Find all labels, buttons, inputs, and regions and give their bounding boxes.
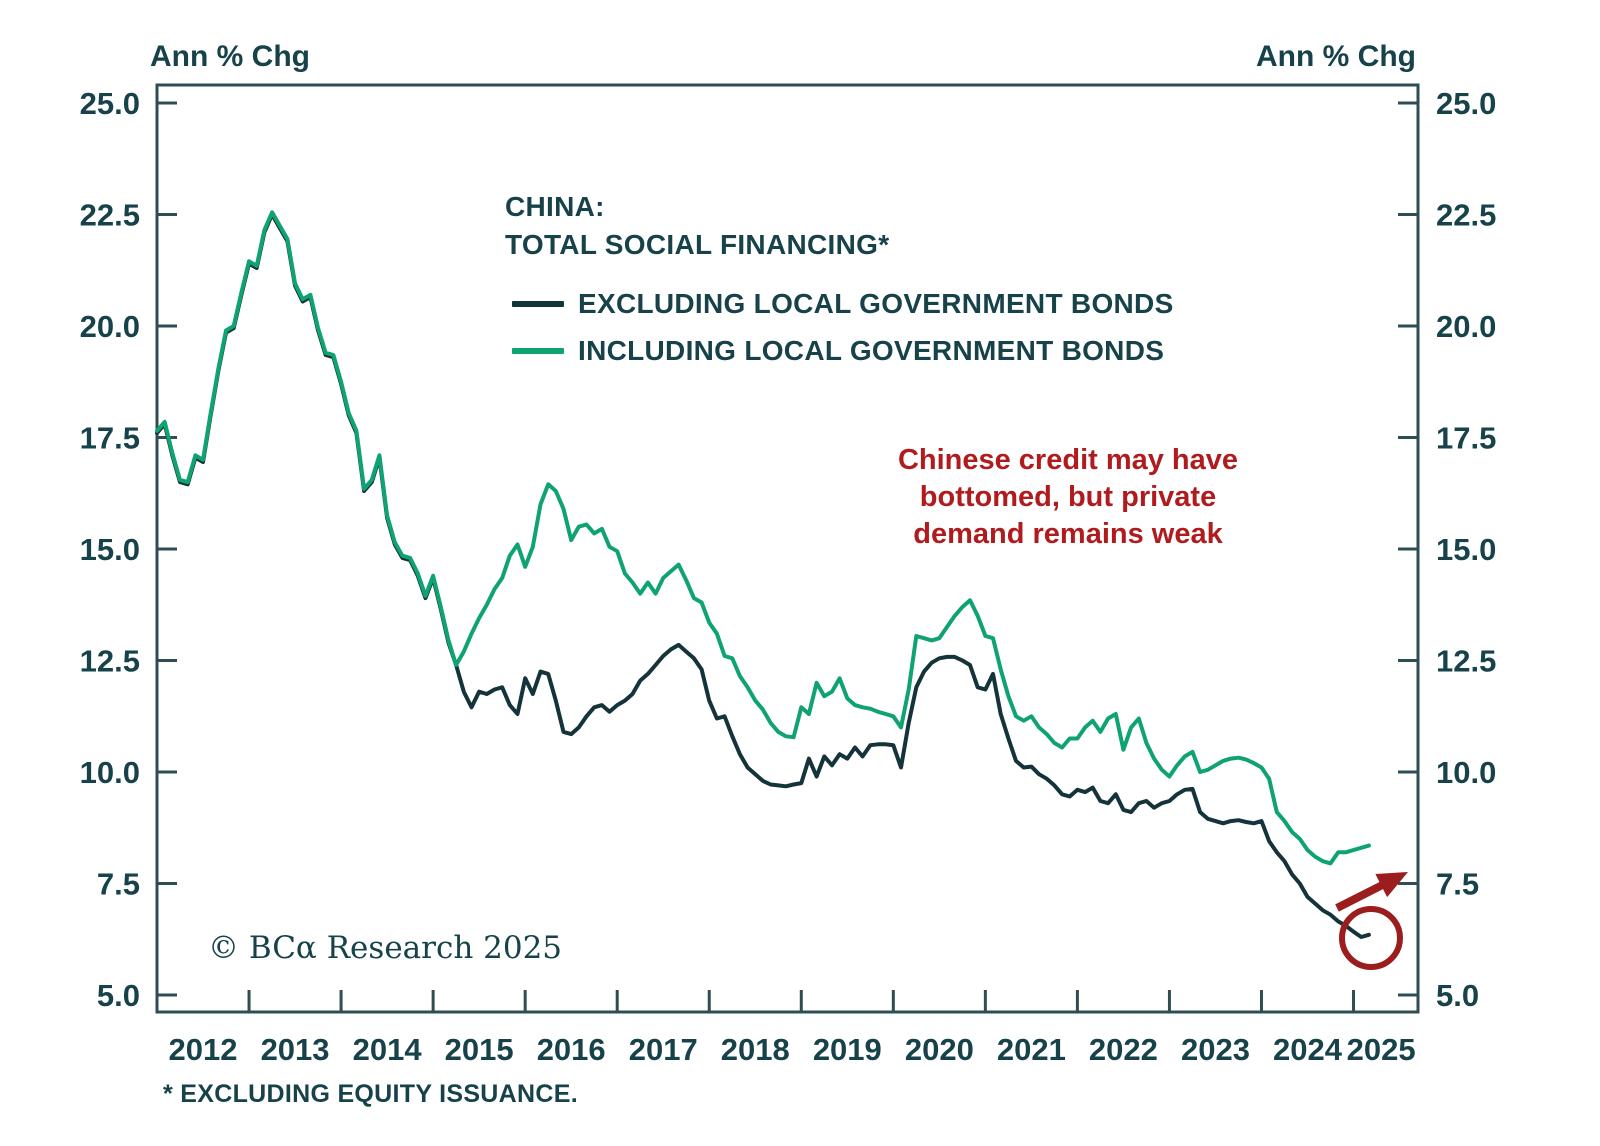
y-tick-label-left: 20.0 [80,309,140,344]
x-year-label: 2018 [721,1032,790,1067]
trend-arrow-shaft [1335,880,1387,912]
annotation-note: Chinese credit may have bottomed, but pr… [868,442,1268,553]
chart-title-line-1: CHINA: [505,191,605,222]
x-year-label: 2013 [261,1032,330,1067]
y-tick-label-right: 10.0 [1436,755,1496,790]
y-tick-label-left: 15.0 [80,532,140,567]
x-year-label: 2015 [445,1032,514,1067]
y-tick-label-right: 15.0 [1436,532,1496,567]
y-tick-label-right: 22.5 [1436,198,1496,233]
x-year-label: 2021 [997,1032,1066,1067]
x-year-label: 2012 [169,1032,238,1067]
legend-item-excluding-lgb: EXCLUDING LOCAL GOVERNMENT BONDS [512,280,1174,327]
y-tick-label-right: 25.0 [1436,86,1496,121]
footnote: * EXCLUDING EQUITY ISSUANCE. [163,1080,578,1108]
y-tick-label-right: 17.5 [1436,421,1496,456]
x-year-label: 2019 [813,1032,882,1067]
x-year-label: 2022 [1089,1032,1158,1067]
legend-swatch-green-line [512,347,564,354]
annotation-line-3: demand remains weak [913,518,1223,550]
annotation-line-2: bottomed, but private [919,481,1217,513]
y-tick-label-left: 10.0 [80,755,140,790]
copyright-notice: © BCα Research 2025 [208,930,563,966]
x-year-label: 2024 [1273,1032,1343,1067]
y-tick-label-right: 5.0 [1436,978,1479,1013]
x-year-label: 2025 [1347,1032,1416,1067]
y-tick-label-right: 12.5 [1436,644,1496,679]
y-tick-label-left: 25.0 [80,86,140,121]
trend-arrow-head [1375,872,1408,898]
y-tick-label-left: 22.5 [80,198,140,233]
x-year-label: 2023 [1181,1032,1250,1067]
legend-item-including-lgb: INCLUDING LOCAL GOVERNMENT BONDS [512,327,1174,374]
legend: EXCLUDING LOCAL GOVERNMENT BONDS INCLUDI… [512,280,1174,374]
chart-title-line-2: TOTAL SOCIAL FINANCING* [505,229,890,260]
y-tick-label-right: 7.5 [1436,867,1479,902]
x-year-label: 2017 [629,1032,698,1067]
y-tick-label-right: 20.0 [1436,309,1496,344]
chart-title: CHINA: TOTAL SOCIAL FINANCING* [505,188,889,264]
legend-label-including-lgb: INCLUDING LOCAL GOVERNMENT BONDS [578,334,1165,366]
y-axis-unit-left: Ann % Chg [150,40,310,73]
legend-swatch-dark-line [512,300,564,307]
y-axis-unit-right: Ann % Chg [1256,40,1416,73]
x-year-label: 2020 [905,1032,974,1067]
annotation-line-1: Chinese credit may have [897,444,1239,476]
y-tick-label-left: 7.5 [97,867,140,902]
x-year-label: 2014 [353,1032,423,1067]
y-tick-label-left: 12.5 [80,644,140,679]
y-tick-label-left: 5.0 [97,978,140,1013]
highlight-circle [1339,906,1403,970]
legend-label-excluding-lgb: EXCLUDING LOCAL GOVERNMENT BONDS [578,287,1174,319]
line-including-lgb [155,210,1371,866]
y-tick-label-left: 17.5 [80,421,140,456]
x-year-label: 2016 [537,1032,606,1067]
